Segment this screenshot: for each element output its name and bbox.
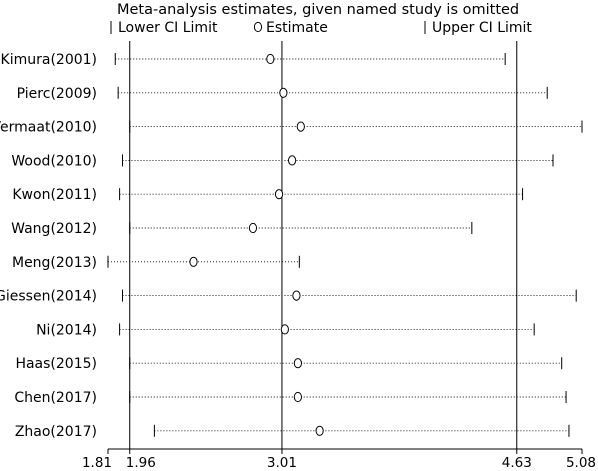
estimate-point	[293, 391, 302, 403]
study-row: Ni(2014)	[36, 322, 535, 338]
study-label: Kimura(2001)	[1, 52, 97, 68]
x-tick-label: 3.01	[267, 455, 297, 471]
study-label: Giessen(2014)	[0, 289, 97, 305]
study-label: Ni(2014)	[36, 322, 97, 338]
estimate-point	[274, 189, 284, 200]
legend-upper-label: Upper CI Limit	[432, 20, 532, 36]
estimate-point	[315, 425, 324, 436]
legend-lower-label: Lower CI Limit	[118, 20, 218, 36]
reference-lines	[129, 41, 518, 449]
study-label: Chen(2017)	[14, 390, 97, 406]
study-row: Pierc(2009)	[17, 86, 548, 102]
study-label: Zhao(2017)	[15, 424, 97, 440]
legend: Lower CI Limit Estimate Upper CI Limit	[110, 20, 532, 36]
study-row: Meng(2013)	[12, 255, 300, 271]
study-row: Chen(2017)	[14, 390, 567, 406]
study-row: Haas(2015)	[15, 356, 563, 372]
x-tick-label: 1.81	[82, 455, 112, 471]
x-tick-label: 5.08	[566, 455, 596, 471]
estimate-point	[279, 87, 288, 98]
study-rows: Kimura(2001) Pierc(2009) Vermaat(2010) Wood…	[0, 52, 583, 440]
study-row: Kimura(2001)	[1, 52, 506, 68]
study-row: Vermaat(2010)	[0, 120, 583, 136]
study-label: Wood(2010)	[11, 153, 97, 169]
x-tick-label: 4.63	[502, 455, 532, 471]
study-label: Kwon(2011)	[12, 187, 97, 203]
legend-estimate-marker	[253, 21, 263, 33]
study-label: Wang(2012)	[11, 221, 97, 237]
study-row: Wang(2012)	[11, 221, 473, 237]
estimate-point	[266, 53, 275, 65]
estimate-point	[293, 358, 302, 369]
study-row: Wood(2010)	[11, 153, 554, 169]
study-row: Zhao(2017)	[15, 424, 570, 440]
estimate-point	[280, 324, 289, 335]
study-label: Vermaat(2010)	[0, 120, 97, 136]
estimate-point	[248, 222, 258, 234]
estimate-point	[287, 155, 297, 166]
estimate-point	[296, 121, 305, 132]
x-tick-label: 1.96	[126, 455, 156, 471]
estimate-point	[189, 256, 198, 267]
study-row: Kwon(2011)	[12, 187, 524, 203]
study-label: Meng(2013)	[12, 255, 97, 271]
study-label: Pierc(2009)	[17, 86, 97, 102]
chart-title: Meta-analysis estimates, given named stu…	[117, 2, 519, 18]
study-row: Giessen(2014)	[0, 289, 577, 305]
x-axis: 1.81 1.96 3.01 4.63 5.08	[82, 448, 596, 471]
legend-estimate-label: Estimate	[266, 20, 328, 36]
estimate-point	[292, 290, 301, 301]
study-label: Haas(2015)	[15, 356, 97, 372]
